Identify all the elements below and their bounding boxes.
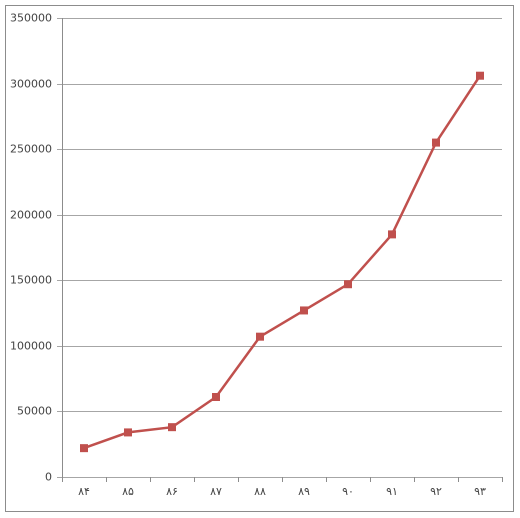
y-tick-label: 0 [45,471,52,484]
x-tick-label: ۹۳ [474,485,486,498]
point-marker [212,393,220,402]
point-marker [256,332,264,341]
y-tick-label: 150000 [10,274,52,287]
y-tick-label: 300000 [10,78,52,91]
x-tick-label: ۸۹ [298,485,310,498]
y-tick-label: 200000 [10,209,52,222]
x-tick-label: ۸۸ [254,485,266,498]
y-tick-label: 250000 [10,143,52,156]
point-marker [168,423,176,432]
x-tick-label: ۸۴ [78,485,90,498]
point-marker [388,230,396,239]
point-marker [124,428,132,437]
x-tick-label: ۹۰ [342,485,354,498]
x-tick-label: ۹۲ [430,485,442,498]
chart-frame [5,5,514,512]
series-line [83,75,482,450]
point-marker [300,306,308,315]
point-marker [80,444,88,453]
y-tick-label: 100000 [10,340,52,353]
x-tick-label: ۸۷ [210,485,222,498]
x-tick-label: ۹۱ [386,485,398,498]
y-tick-label: 350000 [10,12,52,25]
point-marker [432,138,440,147]
x-tick-label: ۸۵ [122,485,134,498]
point-marker [476,71,484,80]
x-tick-label: ۸۶ [166,485,178,498]
point-marker [344,280,352,289]
y-tick-label: 50000 [17,405,52,418]
